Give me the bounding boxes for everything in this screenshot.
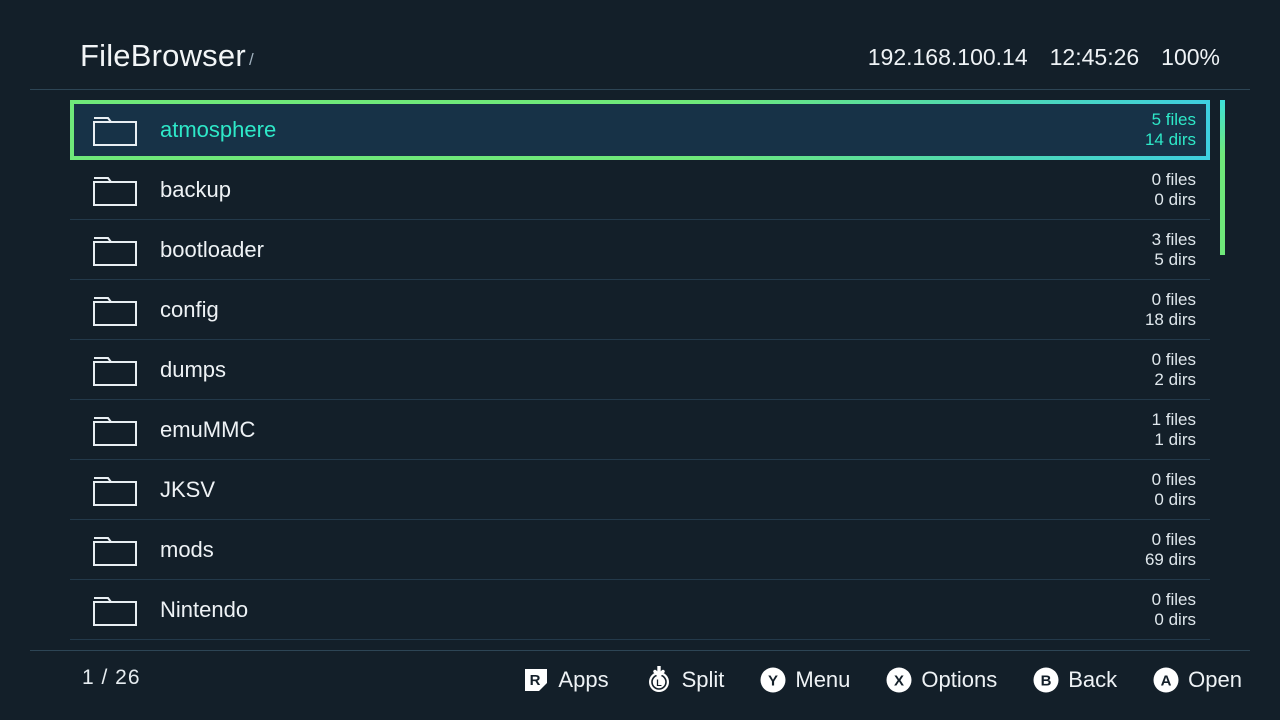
file-list[interactable]: atmosphere 5 files 14 dirs backup 0 files 0 d… (70, 100, 1210, 650)
clock-label: 12:45:26 (1049, 44, 1140, 70)
file-list-row[interactable]: emuMMC 1 files 1 dirs (70, 400, 1210, 460)
file-counts: 0 files 0 dirs (1152, 169, 1196, 209)
file-list-row[interactable]: backup 0 files 0 dirs (70, 160, 1210, 220)
ip-address-label: 192.168.100.14 (867, 44, 1028, 70)
file-counts: 3 files 5 dirs (1152, 229, 1196, 269)
face-button-a-icon[interactable]: A (1153, 667, 1179, 693)
files-count-label: 0 files (1151, 469, 1196, 489)
file-list-row[interactable]: bootloader 3 files 5 dirs (70, 220, 1210, 280)
file-list-row[interactable]: atmosphere 5 files 14 dirs (70, 100, 1210, 160)
action-hint-back[interactable]: B Back (1033, 667, 1117, 693)
action-hint-label: Options (921, 667, 998, 692)
file-list-row[interactable]: JKSV 0 files 0 dirs (70, 460, 1210, 520)
file-counts: 0 files 0 dirs (1152, 469, 1196, 509)
page-title: FileBrowser (80, 38, 246, 73)
footer-divider (30, 650, 1250, 651)
file-name-label: backup (160, 176, 231, 202)
dirs-count-label: 1 dirs (1154, 429, 1196, 449)
action-hint-label: Back (1068, 667, 1118, 692)
svg-text:R: R (530, 672, 541, 689)
folder-icon (70, 173, 138, 207)
folder-icon (70, 593, 138, 627)
folder-icon (70, 233, 138, 267)
files-count-label: 1 files (1151, 409, 1196, 429)
dirs-count-label: 0 dirs (1154, 609, 1196, 629)
dirs-count-label: 2 dirs (1154, 369, 1196, 389)
files-count-label: 5 files (1151, 109, 1196, 129)
file-list-row[interactable]: config 0 files 18 dirs (70, 280, 1210, 340)
svg-text:L: L (656, 678, 662, 688)
files-count-label: 0 files (1151, 589, 1196, 609)
files-count-label: 0 files (1151, 529, 1196, 549)
page-indicator: 1 / 26 (82, 666, 141, 689)
file-name-label: config (160, 296, 219, 322)
file-name-label: dumps (160, 356, 227, 382)
svg-text:A: A (1161, 673, 1172, 690)
file-name-label: emuMMC (160, 416, 256, 442)
file-name-label: Nintendo (160, 596, 249, 622)
action-hint-open[interactable]: A Open (1153, 667, 1242, 693)
files-count-label: 0 files (1151, 289, 1196, 309)
file-name-label: JKSV (160, 476, 216, 502)
folder-icon (70, 353, 138, 387)
action-hint-menu[interactable]: Y Menu (760, 667, 850, 693)
file-name-label: mods (160, 536, 214, 562)
header-bar: FileBrowser / 192.168.100.14 12:45:26 10… (0, 0, 1280, 90)
action-hint-label: Apps (558, 667, 609, 692)
svg-text:X: X (894, 673, 904, 690)
dirs-count-label: 69 dirs (1144, 549, 1196, 569)
dirs-count-label: 0 dirs (1154, 489, 1196, 509)
dirs-count-label: 18 dirs (1144, 309, 1196, 329)
button-hints-bar: R Apps L Split Y Menu X Options B Back A Open (523, 666, 1242, 694)
file-counts: 0 files 69 dirs (1145, 529, 1196, 569)
action-hint-split[interactable]: L Split (645, 666, 725, 694)
face-button-x-icon[interactable]: X (886, 667, 912, 693)
action-hint-apps[interactable]: R Apps (523, 667, 609, 693)
files-count-label: 0 files (1151, 349, 1196, 369)
folder-icon (70, 473, 138, 507)
folder-icon (70, 113, 138, 147)
breadcrumb-path: / (249, 50, 254, 69)
file-list-row[interactable]: dumps 0 files 2 dirs (70, 340, 1210, 400)
file-counts: 0 files 18 dirs (1145, 289, 1196, 329)
scrollbar[interactable] (1220, 100, 1225, 650)
files-count-label: 3 files (1151, 229, 1196, 249)
file-counts: 0 files 2 dirs (1152, 349, 1196, 389)
stick-press-l-icon[interactable]: L (645, 666, 673, 694)
battery-label: 100% (1161, 44, 1220, 70)
face-button-y-icon[interactable]: Y (760, 667, 786, 693)
dirs-count-label: 5 dirs (1154, 249, 1196, 269)
file-list-row[interactable]: mods 0 files 69 dirs (70, 520, 1210, 580)
dirs-count-label: 14 dirs (1144, 130, 1196, 149)
file-counts: 0 files 0 dirs (1152, 589, 1196, 629)
action-hint-label: Open (1188, 667, 1242, 692)
header-divider (30, 89, 1250, 90)
files-count-label: 0 files (1151, 169, 1196, 189)
dirs-count-label: 0 dirs (1154, 189, 1196, 209)
folder-icon (70, 413, 138, 447)
shoulder-button-r-icon[interactable]: R (523, 667, 549, 693)
file-name-label: atmosphere (160, 117, 277, 142)
file-name-label: bootloader (160, 236, 264, 262)
file-counts: 5 files 14 dirs (1145, 110, 1196, 150)
svg-text:B: B (1041, 673, 1052, 690)
header-status-group: 192.168.100.14 12:45:26 100% (868, 44, 1220, 71)
action-hint-label: Split (681, 667, 725, 692)
action-hint-label: Menu (795, 667, 851, 692)
scrollbar-thumb[interactable] (1220, 100, 1225, 255)
folder-icon (70, 533, 138, 567)
svg-text:Y: Y (768, 673, 778, 690)
face-button-b-icon[interactable]: B (1033, 667, 1059, 693)
file-list-row[interactable]: Nintendo 0 files 0 dirs (70, 580, 1210, 640)
action-hint-options[interactable]: X Options (886, 667, 997, 693)
file-counts: 1 files 1 dirs (1152, 409, 1196, 449)
folder-icon (70, 293, 138, 327)
